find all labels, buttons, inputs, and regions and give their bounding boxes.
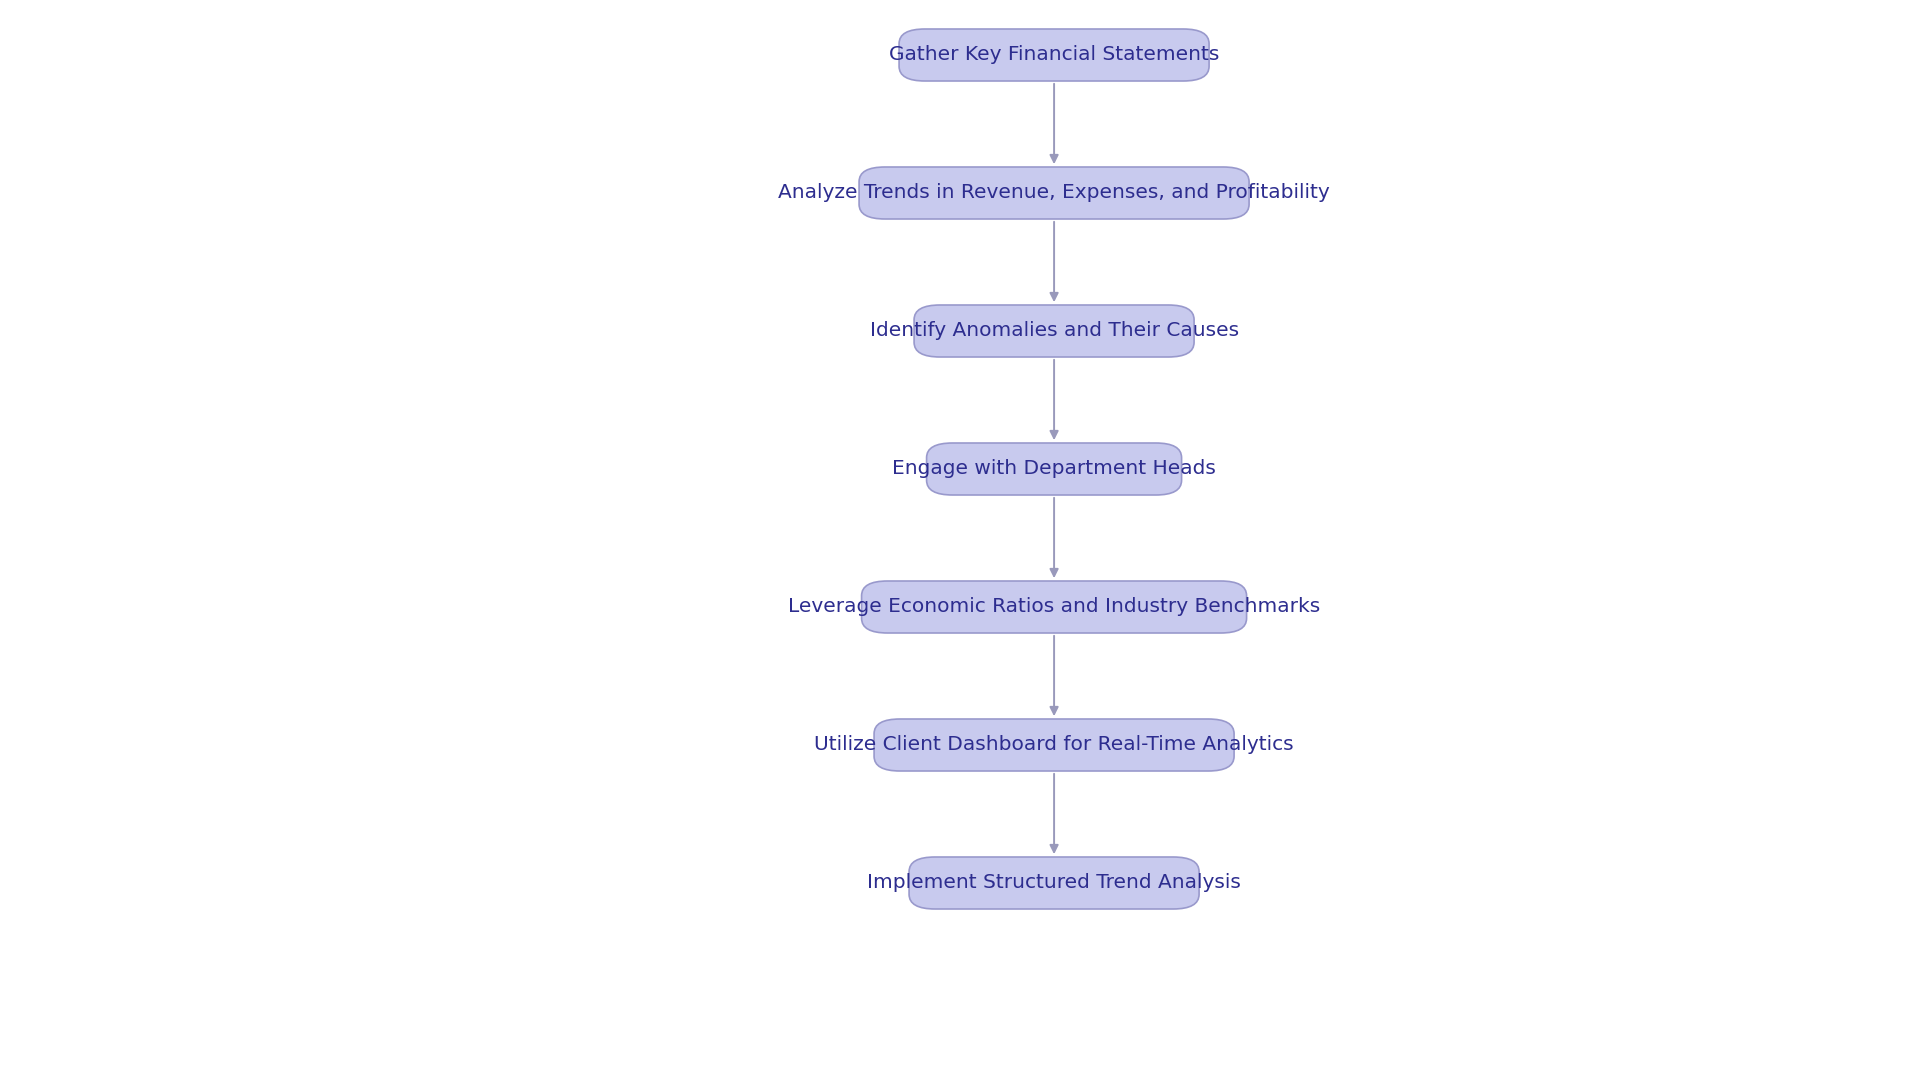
FancyBboxPatch shape xyxy=(862,580,1246,632)
Text: Implement Structured Trend Analysis: Implement Structured Trend Analysis xyxy=(868,874,1240,892)
FancyBboxPatch shape xyxy=(927,443,1181,495)
FancyBboxPatch shape xyxy=(914,305,1194,357)
FancyBboxPatch shape xyxy=(874,719,1235,771)
FancyBboxPatch shape xyxy=(899,29,1210,81)
Text: Engage with Department Heads: Engage with Department Heads xyxy=(893,459,1215,479)
FancyBboxPatch shape xyxy=(858,167,1250,219)
Text: Identify Anomalies and Their Causes: Identify Anomalies and Their Causes xyxy=(870,322,1238,340)
Text: Utilize Client Dashboard for Real-Time Analytics: Utilize Client Dashboard for Real-Time A… xyxy=(814,735,1294,755)
Text: Gather Key Financial Statements: Gather Key Financial Statements xyxy=(889,45,1219,65)
Text: Leverage Economic Ratios and Industry Benchmarks: Leverage Economic Ratios and Industry Be… xyxy=(787,598,1321,616)
Text: Analyze Trends in Revenue, Expenses, and Profitability: Analyze Trends in Revenue, Expenses, and… xyxy=(778,183,1331,203)
FancyBboxPatch shape xyxy=(908,857,1200,909)
